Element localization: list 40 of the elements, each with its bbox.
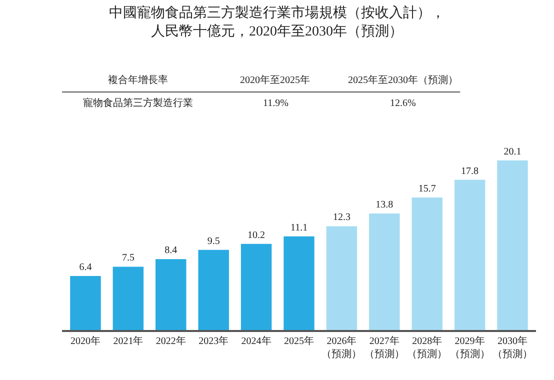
chart-title: 中國寵物食品第三方製造行業市場規模（按收入計），人民幣十億元，2020年至2030年（預測）: [109, 5, 445, 40]
bar: [112, 266, 144, 330]
bar: [240, 244, 272, 330]
text: 12.6%: [390, 98, 416, 109]
x-tick-label: 2022年: [156, 334, 186, 347]
bar: [497, 160, 528, 330]
x-tick-label: 2030年（預測）: [492, 334, 533, 360]
data-label: 8.4: [164, 245, 178, 256]
bar: [412, 197, 442, 330]
x-tick-label: 2026年（預測）: [322, 334, 362, 360]
text: 11.9%: [263, 98, 288, 109]
x-tick-label: 2020年: [70, 334, 100, 347]
x-tick-label: 2023年: [198, 334, 229, 347]
bar: [454, 180, 486, 330]
data-label: 20.1: [504, 146, 522, 158]
x-tick-label: 2028年（預測）: [407, 334, 448, 360]
data-label: 9.5: [207, 236, 220, 247]
text: 2020年至2025年: [240, 74, 310, 86]
data-label: 10.2: [248, 230, 266, 241]
bar: [326, 226, 358, 330]
text: 複合年增長率: [108, 74, 168, 86]
bar: [70, 276, 101, 330]
data-label: 7.5: [122, 252, 134, 264]
x-tick-label: 2024年: [241, 334, 272, 347]
data-label: 13.8: [376, 200, 394, 211]
text: 2025年至2030年（預測）: [348, 74, 458, 86]
data-label: 6.4: [79, 262, 92, 273]
text: 寵物食品第三方製造行業: [83, 97, 193, 109]
bar: [198, 250, 229, 330]
bar: [369, 214, 400, 330]
data-label: 12.3: [332, 212, 350, 224]
data-label: 11.1: [290, 222, 308, 234]
data-label: 17.8: [461, 166, 479, 177]
bar: [284, 236, 314, 330]
bar: [156, 259, 186, 330]
data-label: 15.7: [418, 183, 436, 194]
x-tick-label: 2027年（預測）: [364, 334, 404, 360]
x-tick-label: 2021年: [113, 334, 144, 347]
x-tick-label: 2025年: [284, 334, 314, 347]
x-tick-label: 2029年（預測）: [450, 334, 490, 360]
